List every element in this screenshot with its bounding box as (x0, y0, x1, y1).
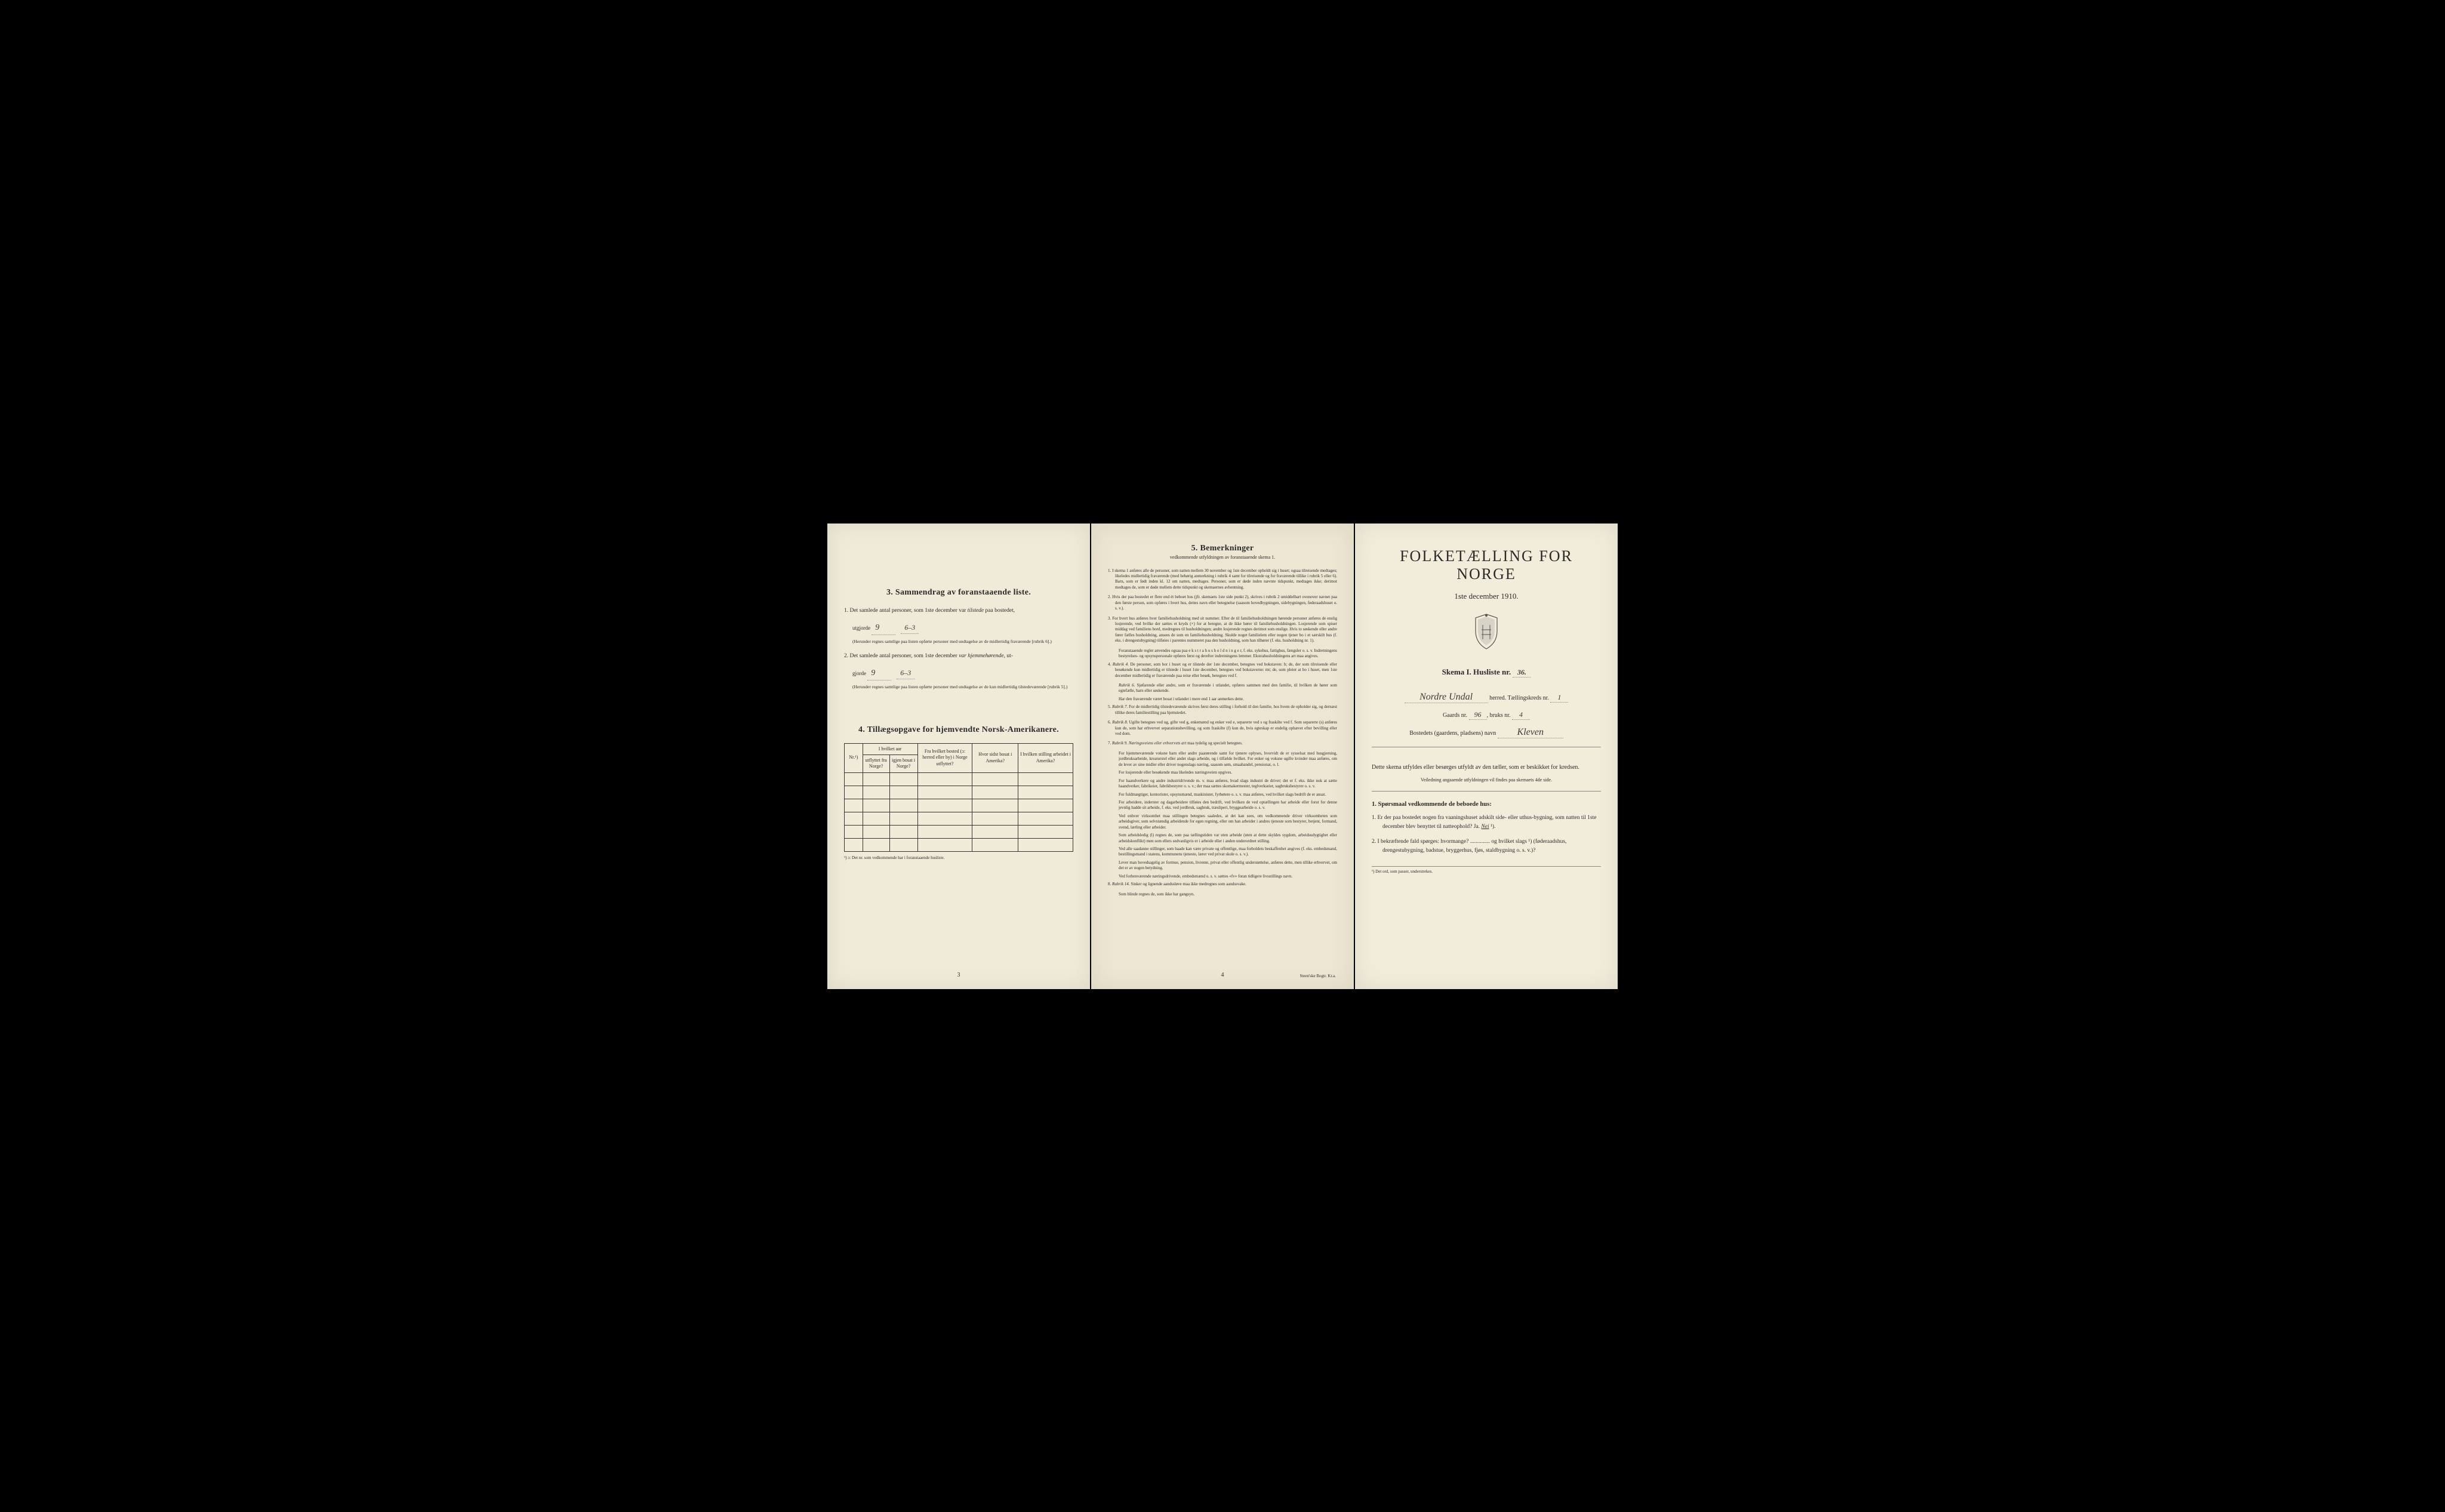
question-2: 2. I bekræftende fald spørges: hvormange… (1372, 837, 1601, 855)
value-hjemme-2: 6–3 (897, 667, 914, 679)
question-1: 1. Er der paa bostedet nogen fra vaaning… (1372, 814, 1601, 832)
remark-7-p4: For fuldmægtiger, kontorister, opsynsmæn… (1108, 792, 1337, 797)
col-amerika-bosat: Hvor sidst bosat i Amerika? (972, 743, 1018, 772)
intro-text: Dette skema utfyldes eller besørges utfy… (1372, 763, 1601, 772)
page-3: 3. Sammendrag av foranstaaende liste. 1.… (827, 523, 1090, 989)
remark-4: 4. Rubrik 4. De personer, som bor i huse… (1108, 662, 1337, 679)
col-stilling: I hvilken stilling arbeidet i Amerika? (1018, 743, 1073, 772)
remark-7-p5: For arbeidere, inderster og dagarbeidere… (1108, 800, 1337, 811)
printer-note: Steen'ske Bogtr. Kr.a. (1300, 974, 1336, 978)
col-aar: I hvilket aar (863, 743, 917, 755)
census-title: FOLKETÆLLING FOR NORGE (1372, 547, 1601, 583)
summary-item-2-line2: gjorde 9 6–3 (844, 667, 1073, 680)
section-4-heading: 4. Tillægsopgave for hjemvendte Norsk-Am… (844, 725, 1073, 735)
remark-7-p7: Som arbeidsledig (l) regnes de, som paa … (1108, 833, 1337, 844)
intro-sub: Veiledning angaaende utfyldningen vil fi… (1372, 777, 1601, 783)
summary-item-2: 2. Det samlede antal personer, som 1ste … (844, 651, 1073, 661)
col-nr: Nr.¹) (845, 743, 863, 772)
summary-item-1: 1. Det samlede antal personer, som 1ste … (844, 606, 1073, 615)
section-3-heading: 3. Sammendrag av foranstaaende liste. (844, 588, 1073, 598)
table-row (845, 812, 1073, 825)
remark-5: 5. Rubrik 7. For de midlertidig tilstede… (1108, 704, 1337, 716)
table-row (845, 825, 1073, 838)
value-tilstede: 9 (872, 621, 895, 635)
herred-value: Nordre Undal (1405, 692, 1488, 703)
section-4-footnote: ¹) ɔ: Det nr. som vedkommende har i fora… (844, 855, 1073, 861)
page-number-3: 3 (957, 972, 960, 978)
section-5-heading: 5. Bemerkninger (1108, 544, 1337, 553)
page-1-cover: FOLKETÆLLING FOR NORGE 1ste december 191… (1355, 523, 1618, 989)
remark-7-p10: Ved forhenværende næringsdrivende, embed… (1108, 874, 1337, 879)
remark-7-p9: Lever man hovedsagelig av formue, pensio… (1108, 860, 1337, 872)
bruks-nr: 4 (1512, 710, 1530, 720)
section-5-subheading: vedkommende utfyldningen av foranstaaend… (1108, 555, 1337, 560)
footnote-understrekes: ¹) Det ord, som passer, understrekes. (1372, 866, 1601, 874)
page-number-4: 4 (1221, 972, 1224, 978)
value-tilstede-2: 6–3 (901, 622, 919, 634)
remark-3: 3. For hvert hus anføres hver familiehus… (1108, 616, 1337, 644)
remark-7-p8: Ved alle saadanne stillinger, som baade … (1108, 846, 1337, 858)
coat-of-arms-icon (1372, 613, 1601, 654)
remark-2: 2. Hvis der paa bostedet er flere end ét… (1108, 595, 1337, 611)
bosted-value: Kleven (1498, 727, 1563, 738)
table-row (845, 772, 1073, 786)
norsk-amerikanere-table: Nr.¹) I hvilket aar Fra hvilket bosted (… (844, 743, 1073, 852)
value-hjemme: 9 (867, 667, 891, 680)
summary-item-1-note: (Herunder regnes samtlige paa listen opf… (844, 639, 1073, 645)
remark-4-p2: Rubrik 6. Sjøfarende eller andre, som er… (1108, 683, 1337, 694)
remark-7: 7. Rubrik 9. Næringsveiens eller erhverv… (1108, 741, 1337, 746)
subcol-igjen: igjen bosat i Norge? (889, 755, 917, 772)
question-header: 1. Spørsmaal vedkommende de beboede hus: (1372, 801, 1601, 808)
summary-item-2-note: (Herunder regnes samtlige paa listen opf… (844, 684, 1073, 691)
remark-6: 6. Rubrik 8. Ugifte betegnes ved ug, gif… (1108, 720, 1337, 737)
document-spread: 3. Sammendrag av foranstaaende liste. 1.… (827, 523, 1618, 989)
husliste-nr: 36. (1513, 668, 1531, 678)
summary-item-1-line2: utgjorde 9 6–3 (844, 621, 1073, 635)
gaards-nr: 96 (1469, 710, 1487, 720)
table-row (845, 799, 1073, 812)
q1-answer-nei: Nei (1481, 824, 1489, 830)
census-date: 1ste december 1910. (1372, 592, 1601, 601)
subcol-utflyttet: utflyttet fra Norge? (863, 755, 889, 772)
remark-7-p2: For losjerende eller besøkende maa likel… (1108, 770, 1337, 775)
col-bosted: Fra hvilket bosted (ɔ: herred eller by) … (917, 743, 972, 772)
page-4: 5. Bemerkninger vedkommende utfyldningen… (1091, 523, 1354, 989)
table-row (845, 838, 1073, 851)
bosted-line: Bostedets (gaardens, pladsens) navn Klev… (1372, 727, 1601, 738)
remark-8: 8. Rubrik 14. Sinker og lignende aandssl… (1108, 882, 1337, 887)
table-row (845, 786, 1073, 799)
remark-1: 1. I skema 1 anføres alle de personer, s… (1108, 568, 1337, 591)
herred-line: Nordre Undal herred. Tællingskreds nr. 1 (1372, 692, 1601, 703)
skema-line: Skema I. Husliste nr. 36. (1372, 667, 1601, 678)
kreds-nr: 1 (1550, 693, 1568, 703)
remark-8-p2: Som blinde regnes de, som ikke har gangs… (1108, 892, 1337, 897)
remark-3-p2: Foranstaaende regler anvendes ogsaa paa … (1108, 648, 1337, 660)
remark-4-p3: Har den fraværende været bosat i utlande… (1108, 697, 1337, 702)
remark-7-p6: Ved enhver virksomhet maa stillingen bet… (1108, 814, 1337, 830)
remark-7-p3: For haandverkere og andre industridriven… (1108, 778, 1337, 790)
gaards-line: Gaards nr. 96, bruks nr. 4 (1372, 710, 1601, 720)
remark-7-p1: For hjemmeværende voksne barn eller andr… (1108, 751, 1337, 768)
